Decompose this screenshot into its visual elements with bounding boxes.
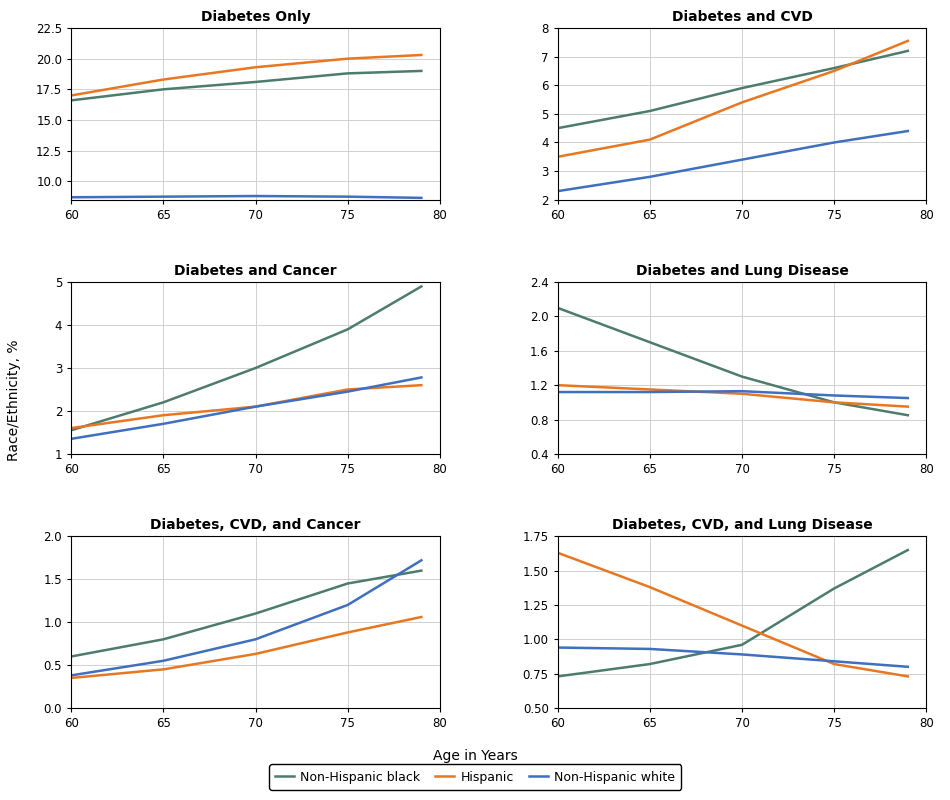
Legend: Non-Hispanic black, Hispanic, Non-Hispanic white: Non-Hispanic black, Hispanic, Non-Hispan… [269, 764, 681, 790]
Text: Race/Ethnicity, %: Race/Ethnicity, % [8, 339, 21, 461]
Title: Diabetes and Cancer: Diabetes and Cancer [174, 264, 337, 278]
Title: Diabetes and Lung Disease: Diabetes and Lung Disease [636, 264, 848, 278]
Title: Diabetes, CVD, and Cancer: Diabetes, CVD, and Cancer [150, 518, 361, 532]
Title: Diabetes, CVD, and Lung Disease: Diabetes, CVD, and Lung Disease [612, 518, 872, 532]
Title: Diabetes and CVD: Diabetes and CVD [672, 10, 812, 24]
Text: Age in Years: Age in Years [432, 749, 518, 763]
Title: Diabetes Only: Diabetes Only [200, 10, 311, 24]
